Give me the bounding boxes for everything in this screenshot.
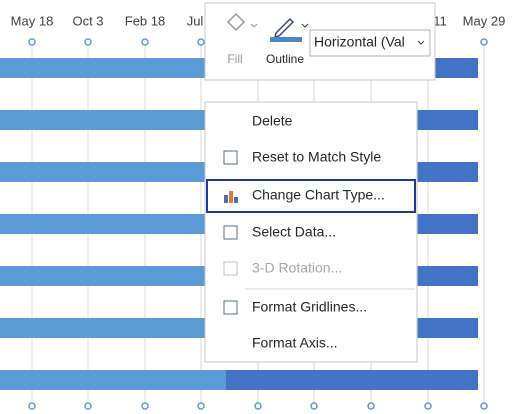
- menu-item[interactable]: Select Data...: [223, 224, 336, 240]
- axis-handle: [28, 402, 36, 410]
- axis-label: Feb 18: [125, 13, 165, 28]
- menu-icon: [223, 300, 238, 315]
- mini-toolbar: Fill Outline Horizontal (Val: [204, 2, 436, 81]
- dropdown-arrow: [417, 40, 425, 45]
- axis-handle: [480, 38, 488, 46]
- menu-item-label: Select Data...: [252, 224, 336, 240]
- axis-handle: [141, 402, 149, 410]
- menu-item[interactable]: Delete: [252, 113, 293, 129]
- axis-handle: [141, 38, 149, 46]
- menu-icon: [224, 195, 228, 203]
- menu-icon: [223, 261, 238, 276]
- dropdown-box: [309, 29, 431, 57]
- fill-icon: [226, 12, 246, 32]
- menu-item-label: Change Chart Type...: [252, 187, 385, 203]
- axis-handle: [197, 402, 205, 410]
- axis-handle: [197, 38, 205, 46]
- outline-icon: [273, 17, 295, 39]
- outline-color-bar: [270, 37, 302, 42]
- menu-item-label: 3-D Rotation...: [252, 260, 342, 276]
- axis-label: 11: [433, 13, 447, 28]
- bar-segment: [418, 162, 478, 182]
- axis-handle: [84, 38, 92, 46]
- fill-arrow: [250, 23, 258, 28]
- axis-label: May 18: [11, 13, 54, 28]
- axis-label: May 29: [463, 13, 506, 28]
- fill-label: Fill: [227, 52, 242, 66]
- menu-item-label: Format Gridlines...: [252, 299, 367, 315]
- fill-button[interactable]: Fill: [226, 12, 258, 66]
- menu-item[interactable]: Change Chart Type...: [206, 179, 416, 213]
- axis-handle: [310, 402, 318, 410]
- bar-segment: [418, 318, 478, 338]
- axis-label: Oct 3: [72, 13, 103, 28]
- bar-segment: [418, 266, 478, 286]
- menu-icon: [223, 225, 238, 240]
- axis-handle: [28, 38, 36, 46]
- menu-item[interactable]: Format Gridlines...: [223, 299, 367, 315]
- menu-item-label: Format Axis...: [252, 335, 338, 351]
- menu-item-label: Reset to Match Style: [252, 149, 381, 165]
- bar-segment: [226, 370, 478, 390]
- menu-icon: [234, 197, 238, 203]
- bar-segment: [0, 370, 226, 390]
- bar-segment: [418, 110, 478, 130]
- axis-handle: [84, 402, 92, 410]
- axis-handle: [254, 402, 262, 410]
- outline-label: Outline: [266, 52, 304, 66]
- menu-item[interactable]: Reset to Match Style: [223, 149, 381, 165]
- outline-button[interactable]: Outline: [266, 17, 309, 66]
- context-menu: Delete Reset to Match Style Change Chart T…: [204, 101, 418, 363]
- axis-handle: [480, 402, 488, 410]
- axis-handle: [367, 402, 375, 410]
- menu-item[interactable]: Format Axis...: [252, 335, 338, 351]
- dropdown-text: Horizontal (Val: [314, 34, 405, 50]
- menu-icon: [229, 191, 233, 203]
- axis-handle: [424, 402, 432, 410]
- menu-highlight: [206, 179, 416, 213]
- outline-arrow: [301, 23, 309, 28]
- menu-icon: [223, 150, 238, 165]
- menu-item-label: Delete: [252, 113, 293, 129]
- series-dropdown[interactable]: Horizontal (Val: [309, 29, 431, 57]
- menu-bg: [204, 101, 418, 363]
- menu-item: 3-D Rotation...: [223, 260, 342, 276]
- axis-label: Jul: [187, 13, 204, 28]
- bar-segment: [418, 214, 478, 234]
